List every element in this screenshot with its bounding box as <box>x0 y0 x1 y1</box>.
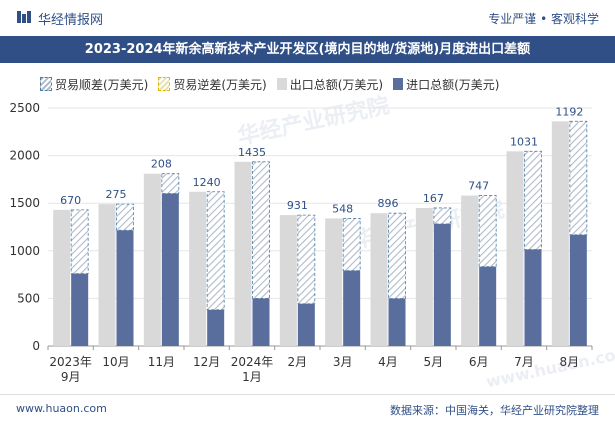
slogan: 专业严谨 • 客观科学 <box>488 12 599 26</box>
import-bar <box>161 193 179 346</box>
surplus-bar <box>433 207 452 225</box>
surplus-bar <box>252 161 270 299</box>
legend-item-deficit: 贸易逆差(万美元) <box>158 76 267 93</box>
import-bar <box>569 234 587 346</box>
legend-label-surplus: 贸易顺差(万美元) <box>55 77 149 92</box>
x-tick-label: 3月 <box>333 355 353 369</box>
balance-value-label: 167 <box>423 192 444 205</box>
balance-value-label: 670 <box>60 194 81 207</box>
surplus-bar <box>116 203 134 231</box>
import-bar <box>252 298 270 346</box>
grid-layer: 0 500 1000 1500 2000 2500 <box>9 101 593 353</box>
watermark-text: www.huaon.com <box>484 342 615 391</box>
y-tick-label: 2000 <box>9 149 40 163</box>
watermark-text: 华经产业研究院 <box>236 92 392 149</box>
balance-value-label: 1435 <box>238 146 266 159</box>
import-bar <box>71 273 89 346</box>
export-bar <box>234 161 252 346</box>
legend-label-import: 进口总额(万美元) <box>406 77 500 92</box>
footer-source: 数据来源：中国海关，华经产业研究院整理 <box>390 404 599 417</box>
surplus-bar <box>478 195 497 268</box>
import-bar <box>343 270 361 346</box>
x-tick-label: 2024年 <box>231 355 274 369</box>
balance-value-label: 747 <box>468 180 489 193</box>
import-bar <box>433 223 451 346</box>
balance-value-label: 1192 <box>555 105 583 118</box>
huajing-logo-icon <box>17 11 31 23</box>
legend-item-import: 进口总额(万美元) <box>393 76 500 93</box>
legend-label-deficit: 贸易逆差(万美元) <box>173 77 267 92</box>
export-bar <box>53 209 71 346</box>
export-bar <box>415 207 433 346</box>
import-bar <box>479 266 497 346</box>
y-tick-label: 500 <box>17 291 40 305</box>
export-bar <box>143 173 161 346</box>
y-tick-label: 2500 <box>9 101 40 115</box>
export-bar <box>506 151 524 346</box>
export-bar <box>370 213 388 346</box>
legend-item-export: 出口总额(万美元) <box>276 76 384 93</box>
x-tick-label: 9月 <box>61 370 81 384</box>
surplus-swatch-icon <box>40 77 52 91</box>
import-bar <box>388 298 406 346</box>
x-tick-label: 7月 <box>514 355 534 369</box>
export-bar <box>551 121 569 346</box>
surplus-bar <box>388 212 406 299</box>
import-swatch-icon <box>393 78 404 90</box>
export-bar <box>189 191 207 346</box>
import-bar <box>297 303 315 346</box>
surplus-bar <box>206 191 225 311</box>
x-tick-label: 2023年 <box>49 355 92 369</box>
export-bar <box>461 195 479 346</box>
balance-value-label: 1031 <box>510 135 538 148</box>
chart-title: 2023-2024年新余高新技术产业开发区(境内目的地/货源地)月度进出口差额 <box>84 42 531 57</box>
legend-item-surplus: 贸易顺差(万美元) <box>40 76 148 93</box>
balance-value-label: 896 <box>378 197 399 210</box>
balance-value-label: 931 <box>287 199 308 212</box>
brand-name: 华经情报网 <box>38 13 104 28</box>
x-tick-label: 4月 <box>378 355 398 369</box>
y-tick-label: 1500 <box>9 196 40 210</box>
import-bar <box>207 309 225 346</box>
surplus-bar <box>297 214 316 305</box>
x-tick-label: 6月 <box>469 355 489 369</box>
y-tick-label: 1000 <box>9 244 40 258</box>
deficit-swatch-icon <box>158 77 171 91</box>
y-tick-label: 0 <box>32 339 40 353</box>
bars-layer <box>53 120 588 346</box>
export-swatch-icon <box>276 78 287 90</box>
balance-value-label: 1240 <box>193 176 221 189</box>
surplus-bar <box>161 173 180 194</box>
footer-divider <box>0 394 615 395</box>
x-tick-label: 11月 <box>148 355 175 369</box>
header-bar: 华经情报网 专业严谨 • 客观科学 <box>0 0 615 36</box>
import-bar <box>116 230 134 346</box>
x-tick-label: 8月 <box>560 355 580 369</box>
import-bar <box>524 249 542 346</box>
surplus-bar <box>342 218 361 272</box>
x-tick-label: 5月 <box>424 355 444 369</box>
title-bar <box>0 36 615 63</box>
surplus-bar <box>524 150 542 250</box>
legend-label-export: 出口总额(万美元) <box>289 77 384 92</box>
x-tick-label: 2月 <box>288 355 308 369</box>
balance-value-label: 548 <box>332 202 353 215</box>
legend: 贸易顺差(万美元) 贸易逆差(万美元) 出口总额(万美元) 进口总额(万美元) <box>40 74 510 94</box>
x-tick-label: 10月 <box>102 355 129 369</box>
export-bar <box>325 218 343 346</box>
export-bar <box>279 215 297 346</box>
surplus-bar <box>569 120 588 236</box>
x-tick-label: 12月 <box>193 355 220 369</box>
footer-website: www.huaon.com <box>16 402 107 415</box>
x-tick-label: 1月 <box>242 370 262 384</box>
surplus-bar <box>70 209 89 275</box>
export-bar <box>98 204 116 346</box>
balance-value-label: 275 <box>106 188 127 201</box>
balance-value-label: 208 <box>151 158 172 171</box>
